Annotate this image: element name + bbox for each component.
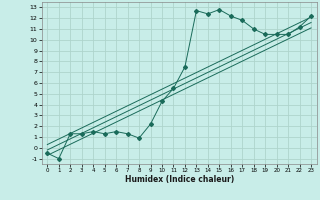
X-axis label: Humidex (Indice chaleur): Humidex (Indice chaleur) — [124, 175, 234, 184]
